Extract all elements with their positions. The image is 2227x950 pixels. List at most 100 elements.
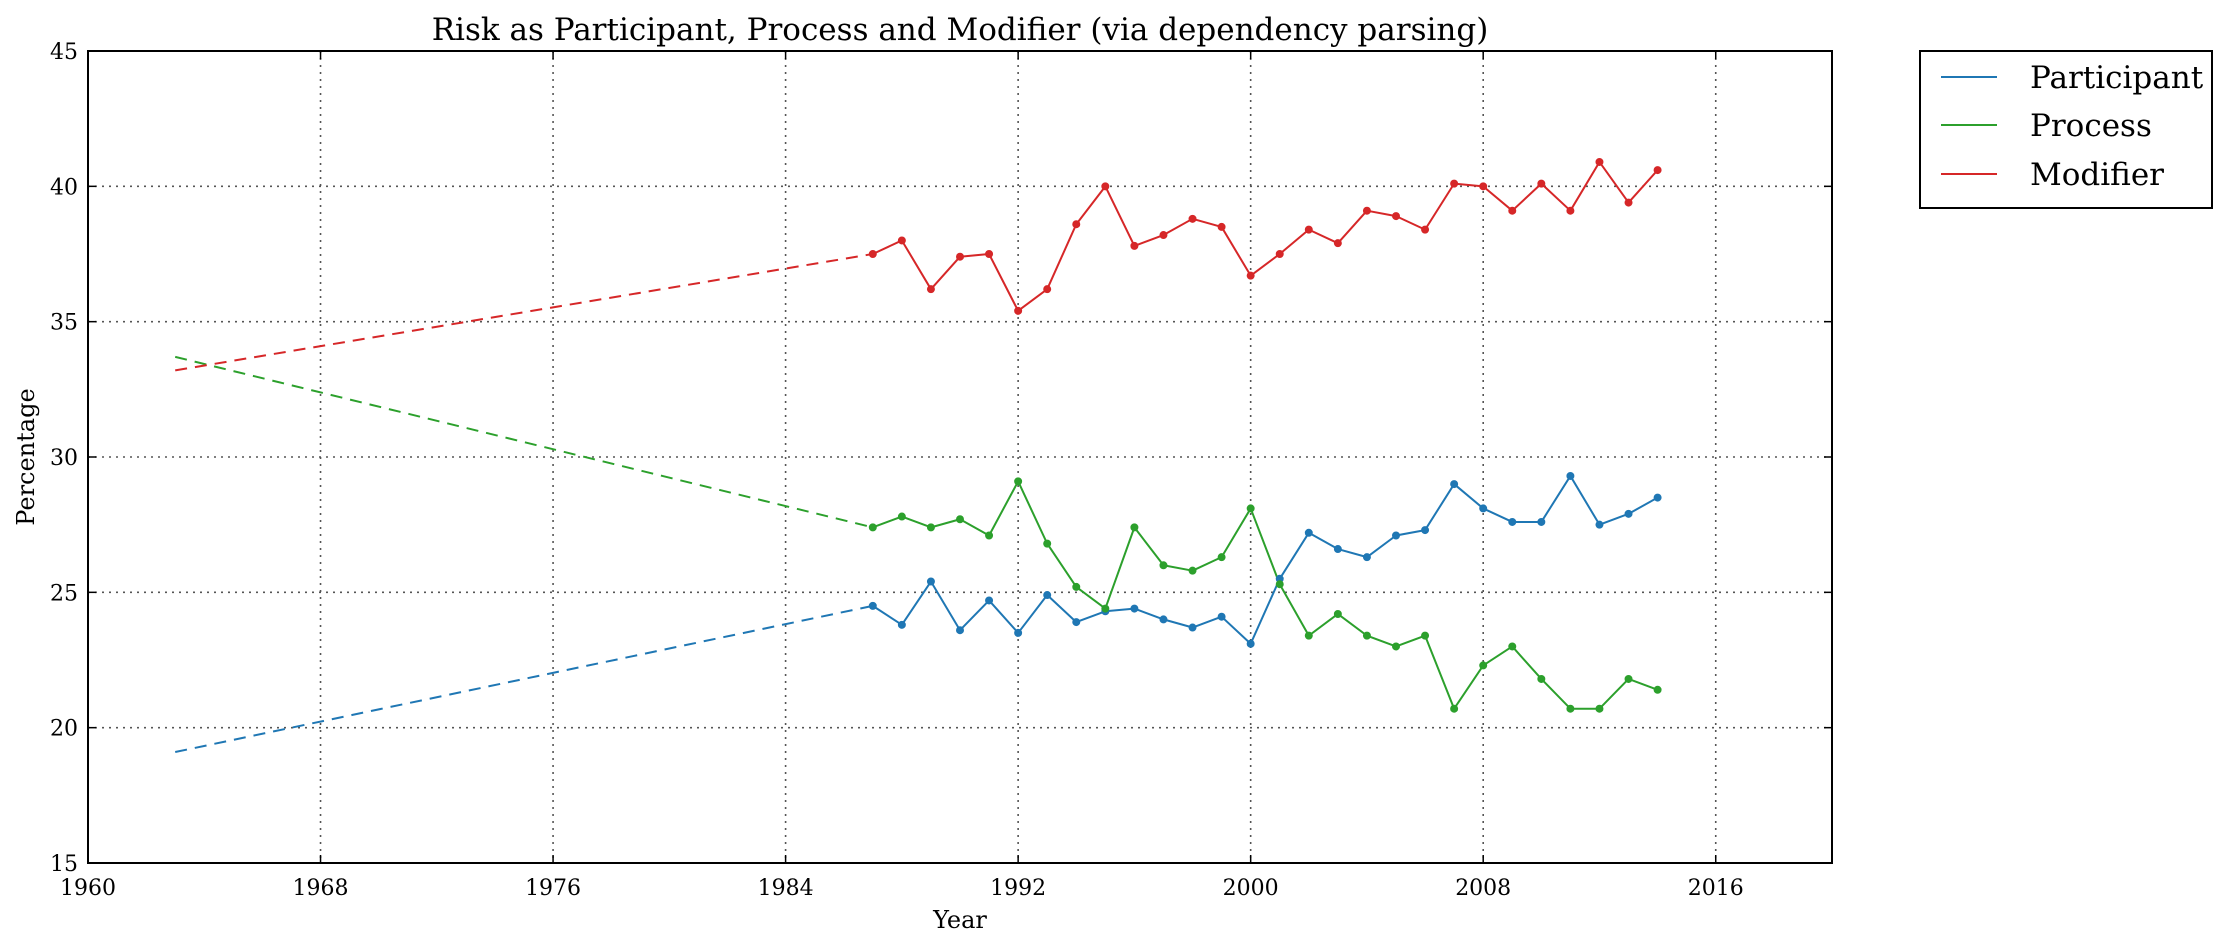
data-point-modifier <box>1188 214 1197 223</box>
data-point-modifier <box>1072 220 1081 229</box>
data-point-process <box>1159 561 1168 570</box>
data-point-process <box>1624 674 1633 683</box>
dashed-segment-modifier <box>175 253 873 372</box>
data-point-process <box>1362 631 1371 640</box>
data-point-modifier <box>1450 179 1459 188</box>
data-point-modifier <box>1101 182 1110 191</box>
data-point-process <box>985 531 994 540</box>
axis-ticks <box>87 50 1832 864</box>
legend: Participant Process Modifier <box>1919 50 2213 209</box>
x-tick-label: 1992 <box>990 876 1046 901</box>
data-point-process <box>1653 685 1662 694</box>
data-point-participant <box>956 626 964 635</box>
data-point-modifier <box>1333 239 1342 248</box>
data-point-process <box>1566 704 1575 713</box>
legend-item-modifier: Modifier <box>1941 157 2164 193</box>
data-point-participant <box>1392 531 1400 540</box>
y-tick-label: 25 <box>50 581 78 606</box>
data-point-participant <box>1653 493 1662 502</box>
y-tick-label: 45 <box>50 40 78 65</box>
data-point-participant <box>1479 504 1488 513</box>
data-point-participant <box>1362 553 1371 562</box>
legend-item-process: Process <box>1941 108 2152 144</box>
data-point-modifier <box>926 285 935 294</box>
data-point-process <box>1392 642 1400 651</box>
data-point-process <box>1188 566 1197 575</box>
data-point-process <box>1333 609 1342 618</box>
data-point-process <box>1130 523 1139 532</box>
data-point-process <box>1508 642 1517 651</box>
data-point-modifier <box>1275 250 1284 258</box>
legend-item-participant: Participant <box>1941 60 2204 96</box>
data-point-modifier <box>1217 222 1226 231</box>
data-point-modifier <box>1537 179 1546 188</box>
data-point-modifier <box>1014 306 1023 315</box>
y-tick-label: 20 <box>50 717 78 742</box>
data-point-process <box>1101 604 1110 613</box>
data-point-participant <box>1159 615 1168 624</box>
data-point-participant <box>1595 520 1604 529</box>
data-point-participant <box>985 596 994 605</box>
data-point-participant <box>1537 517 1546 526</box>
data-point-markers <box>868 157 1662 713</box>
data-point-modifier <box>897 236 906 245</box>
x-tick-label: 1968 <box>293 876 349 901</box>
data-point-modifier <box>1421 225 1430 234</box>
data-point-process <box>1304 631 1313 640</box>
data-point-participant <box>1043 591 1052 600</box>
data-point-participant <box>1072 618 1081 627</box>
x-tick-label: 1984 <box>758 876 814 901</box>
data-point-modifier <box>1362 206 1371 215</box>
data-point-participant <box>926 577 935 586</box>
data-point-modifier <box>1159 231 1168 240</box>
data-point-process <box>926 523 935 532</box>
data-point-process <box>1275 580 1284 589</box>
data-point-process <box>1537 674 1546 683</box>
data-point-participant <box>1333 545 1342 554</box>
x-tick-label: 1976 <box>525 876 581 901</box>
chart-title: Risk as Participant, Process and Modifie… <box>432 12 1489 48</box>
data-point-modifier <box>1624 198 1633 207</box>
data-point-process <box>1217 553 1226 562</box>
y-tick-label: 30 <box>50 446 78 471</box>
data-point-participant <box>1566 471 1575 480</box>
data-point-participant <box>1508 517 1517 526</box>
series-lines <box>872 160 1659 710</box>
data-point-participant <box>1624 509 1633 518</box>
data-point-modifier <box>1304 225 1313 234</box>
x-tick-label: 2008 <box>1455 876 1511 901</box>
y-tick-label: 40 <box>50 175 78 200</box>
data-point-modifier <box>985 250 994 258</box>
data-point-process <box>1246 504 1255 513</box>
data-point-participant <box>1130 604 1139 613</box>
x-tick-labels: 1960 1968 1976 1984 1992 2000 2008 2016 <box>60 876 1744 901</box>
data-point-process <box>1479 661 1488 670</box>
series-line-modifier <box>872 160 1659 312</box>
legend-label-process: Process <box>2030 108 2152 144</box>
data-point-modifier <box>1653 166 1662 175</box>
legend-label-modifier: Modifier <box>2030 157 2164 193</box>
x-tick-label: 2000 <box>1223 876 1279 901</box>
data-point-modifier <box>1508 206 1517 215</box>
y-axis-label: Percentage <box>12 388 40 525</box>
y-tick-labels: 15 20 25 30 35 40 45 <box>50 40 78 877</box>
data-point-participant <box>897 620 906 629</box>
data-point-participant <box>868 601 877 610</box>
series-line-participant <box>872 474 1659 645</box>
data-point-process <box>897 512 906 521</box>
data-point-participant <box>1246 639 1255 648</box>
data-point-process <box>1421 631 1430 640</box>
data-point-modifier <box>1130 241 1139 250</box>
y-tick-label: 15 <box>50 852 78 877</box>
data-point-process <box>956 515 964 524</box>
data-point-participant <box>1188 623 1197 632</box>
data-point-modifier <box>1392 212 1400 221</box>
data-point-process <box>1072 582 1081 591</box>
data-point-modifier <box>1246 271 1255 280</box>
data-point-process <box>1014 477 1023 486</box>
data-point-modifier <box>956 252 964 261</box>
y-tick-label: 35 <box>50 311 78 336</box>
data-point-participant <box>1421 526 1430 535</box>
series-line-process <box>872 480 1658 710</box>
